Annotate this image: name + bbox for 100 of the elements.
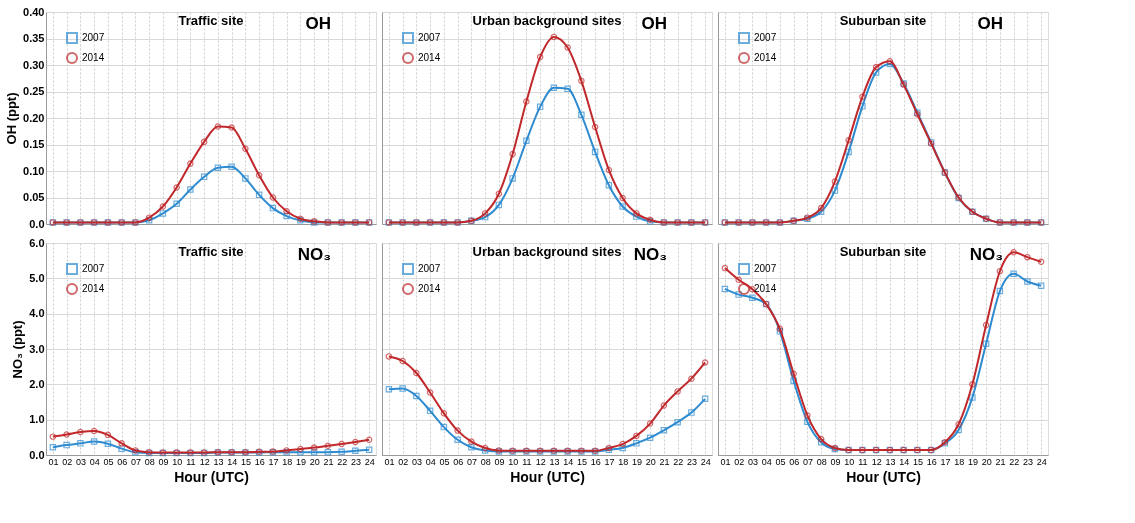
- x-tick-label: 17: [604, 456, 615, 467]
- point: [564, 85, 571, 93]
- y-tick-label: 0.35: [23, 32, 45, 44]
- legend-label: 2014: [82, 52, 105, 63]
- x-tick-label: 17: [940, 456, 951, 467]
- point: [817, 208, 825, 216]
- x-tick-label: 10: [508, 456, 519, 467]
- x-tick-label: 09: [494, 456, 505, 467]
- legend-label: 2007: [418, 32, 441, 43]
- x-tick-label: 05: [439, 456, 450, 467]
- point: [310, 444, 318, 451]
- point: [831, 187, 839, 194]
- point: [817, 435, 825, 443]
- x-tick-label: 01: [384, 456, 395, 467]
- point: [845, 137, 852, 144]
- chart-title: Suburban site: [839, 13, 927, 28]
- point: [1037, 282, 1045, 289]
- point: [509, 175, 516, 182]
- point: [187, 186, 194, 193]
- point: [536, 53, 544, 61]
- point: [591, 123, 599, 131]
- point: [242, 145, 249, 152]
- point: [509, 150, 516, 158]
- x-tick-label: 06: [453, 456, 464, 467]
- x-tick-label: 24: [1036, 456, 1047, 467]
- y-tick-label: 1.0: [29, 413, 45, 426]
- point: [481, 210, 489, 217]
- legend-label: 2007: [754, 263, 777, 274]
- point: [399, 357, 406, 365]
- point: [605, 182, 613, 189]
- point: [660, 427, 668, 434]
- legend-label: 2007: [82, 32, 105, 43]
- x-tick-label: 06: [117, 456, 128, 467]
- point: [454, 436, 461, 444]
- x-tick-label: 04: [761, 456, 772, 467]
- point: [352, 438, 359, 446]
- point: [749, 294, 756, 302]
- point: [660, 402, 668, 409]
- point: [242, 175, 249, 182]
- point: [605, 166, 613, 174]
- point: [228, 163, 235, 171]
- y-axis-title: NO₃ (ppt): [10, 320, 26, 379]
- x-tick-label: 17: [268, 456, 279, 467]
- point: [674, 418, 681, 426]
- point: [413, 369, 420, 377]
- annotation: OH: [977, 14, 1003, 33]
- point: [214, 123, 222, 130]
- point: [77, 440, 84, 447]
- chart-title: Urban background sites: [472, 13, 622, 28]
- point: [173, 184, 180, 191]
- point: [468, 443, 475, 451]
- x-tick-label: 22: [337, 456, 348, 467]
- x-tick-label: 15: [912, 456, 923, 467]
- point: [426, 389, 434, 396]
- x-axis-title: Hour (UTC): [846, 468, 921, 485]
- x-tick-label: 20: [981, 456, 992, 467]
- annotation: OH: [305, 14, 331, 33]
- point: [619, 203, 626, 210]
- point: [200, 138, 208, 146]
- point: [859, 103, 866, 110]
- point: [385, 386, 393, 393]
- point: [426, 407, 434, 415]
- x-tick-label: 24: [364, 456, 375, 467]
- x-tick-label: 12: [535, 456, 546, 467]
- x-tick-label: 20: [309, 456, 320, 467]
- point: [996, 268, 1004, 275]
- point: [982, 340, 990, 347]
- x-tick-label: 15: [240, 456, 251, 467]
- x-tick-label: 16: [926, 456, 937, 467]
- legend-label: 2014: [754, 52, 777, 63]
- point: [619, 444, 626, 452]
- annotation: NO₃: [297, 245, 331, 264]
- point: [324, 442, 332, 450]
- point: [790, 370, 797, 377]
- legend-label: 2007: [82, 263, 105, 274]
- point: [338, 440, 345, 448]
- point: [255, 172, 263, 179]
- point: [721, 285, 729, 293]
- x-tick-label: 01: [720, 456, 731, 467]
- x-tick-label: 07: [130, 456, 141, 467]
- point: [90, 438, 98, 445]
- point: [1010, 270, 1017, 277]
- point: [969, 394, 976, 401]
- y-tick-label: 0.20: [23, 111, 45, 124]
- point: [578, 111, 585, 119]
- x-tick-label: 21: [659, 456, 670, 467]
- y-tick-label: 4.0: [29, 307, 45, 320]
- x-tick-label: 07: [802, 456, 813, 467]
- point: [365, 446, 373, 453]
- point: [440, 423, 448, 431]
- x-tick-label: 02: [734, 456, 745, 467]
- y-tick-label: 6.0: [29, 236, 45, 249]
- x-tick-label: 11: [522, 456, 532, 467]
- point: [159, 203, 167, 210]
- x-tick-label: 03: [75, 456, 86, 467]
- legend-label: 2014: [418, 52, 441, 63]
- point: [646, 434, 654, 441]
- point: [283, 212, 290, 220]
- point: [269, 194, 277, 201]
- point: [214, 164, 222, 172]
